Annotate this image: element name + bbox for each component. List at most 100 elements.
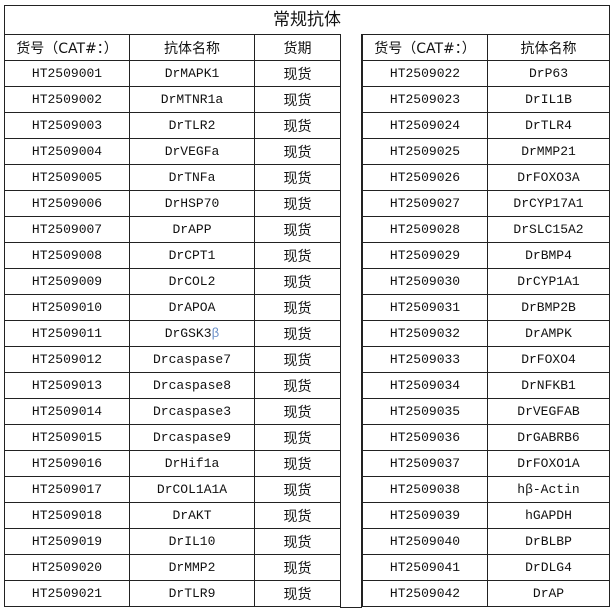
table-row: HT2509010 DrAPOA 现货 (4, 294, 341, 321)
table-row: HT2509020 DrMMP2 现货 (4, 554, 341, 581)
cell-delivery: 现货 (254, 580, 341, 607)
cell-name: DrBMP2B (487, 294, 610, 321)
cell-cat: HT2509024 (362, 112, 488, 139)
cell-name: DrSLC15A2 (487, 216, 610, 243)
cell-cat: HT2509018 (4, 502, 130, 529)
cell-delivery: 现货 (254, 60, 341, 87)
cell-name: DrAP (487, 580, 610, 607)
cell-delivery: 现货 (254, 320, 341, 347)
cell-delivery: 现货 (254, 502, 341, 529)
cell-name: DrIL10 (129, 528, 255, 555)
cell-delivery: 现货 (254, 164, 341, 191)
cell-name: DrGSK3β (129, 320, 255, 347)
cell-cat: HT2509038 (362, 476, 488, 503)
cell-name: DrHSP70 (129, 190, 255, 217)
table-row: HT2509012 Drcaspase7 现货 (4, 346, 341, 373)
cell-cat: HT2509027 (362, 190, 488, 217)
cell-cat: HT2509017 (4, 476, 130, 503)
cell-cat: HT2509001 (4, 60, 130, 87)
cell-name: DrTNFa (129, 164, 255, 191)
header-cat: 货号（CAT#：） (4, 34, 130, 61)
header-row: 货号（CAT#：） 抗体名称 (362, 34, 610, 61)
cell-name: DrTLR9 (129, 580, 255, 607)
cell-cat: HT2509002 (4, 86, 130, 113)
table-row: HT2509026 DrFOXO3A (362, 164, 610, 191)
table-row: HT2509025 DrMMP21 (362, 138, 610, 165)
cell-cat: HT2509036 (362, 424, 488, 451)
cell-name: DrMMP2 (129, 554, 255, 581)
cell-cat: HT2509007 (4, 216, 130, 243)
cell-name: DrIL1B (487, 86, 610, 113)
table-row: HT2509021 DrTLR9 现货 (4, 580, 341, 607)
header-name: 抗体名称 (487, 34, 610, 61)
cell-cat: HT2509014 (4, 398, 130, 425)
cell-delivery: 现货 (254, 372, 341, 399)
cell-delivery: 现货 (254, 424, 341, 451)
cell-cat: HT2509031 (362, 294, 488, 321)
antibody-table-left: 货号（CAT#：） 抗体名称 货期 HT2509001 DrMAPK1 现货 HT25… (4, 34, 341, 607)
cell-cat: HT2509019 (4, 528, 130, 555)
cell-cat: HT2509013 (4, 372, 130, 399)
header-row: 货号（CAT#：） 抗体名称 货期 (4, 34, 341, 61)
cell-name: Drcaspase8 (129, 372, 255, 399)
table-row: HT2509034 DrNFKB1 (362, 372, 610, 399)
cell-cat: HT2509015 (4, 424, 130, 451)
column-spacer (340, 34, 362, 608)
table-row: HT2509039 hGAPDH (362, 502, 610, 529)
cell-name: hβ-Actin (487, 476, 610, 503)
table-row: HT2509031 DrBMP2B (362, 294, 610, 321)
cell-cat: HT2509032 (362, 320, 488, 347)
table-row: HT2509036 DrGABRB6 (362, 424, 610, 451)
cell-delivery: 现货 (254, 268, 341, 295)
cell-delivery: 现货 (254, 450, 341, 477)
cell-name: Drcaspase3 (129, 398, 255, 425)
cell-name: DrBLBP (487, 528, 610, 555)
cell-name: DrDLG4 (487, 554, 610, 581)
cell-name: Drcaspase9 (129, 424, 255, 451)
cell-delivery: 现货 (254, 138, 341, 165)
cell-delivery: 现货 (254, 242, 341, 269)
cell-cat: HT2509030 (362, 268, 488, 295)
cell-delivery: 现货 (254, 476, 341, 503)
table-row: HT2509022 DrP63 (362, 60, 610, 87)
cell-cat: HT2509020 (4, 554, 130, 581)
cell-cat: HT2509037 (362, 450, 488, 477)
table-row: HT2509011 DrGSK3β 现货 (4, 320, 341, 347)
cell-cat: HT2509011 (4, 320, 130, 347)
table-title: 常规抗体 (4, 5, 610, 35)
table-row: HT2509038 hβ-Actin (362, 476, 610, 503)
cell-delivery: 现货 (254, 398, 341, 425)
cell-cat: HT2509029 (362, 242, 488, 269)
cell-name: Drcaspase7 (129, 346, 255, 373)
header-name: 抗体名称 (129, 34, 255, 61)
cell-name: DrCOL2 (129, 268, 255, 295)
cell-cat: HT2509009 (4, 268, 130, 295)
cell-name: DrFOXO3A (487, 164, 610, 191)
cell-delivery: 现货 (254, 528, 341, 555)
cell-cat: HT2509028 (362, 216, 488, 243)
cell-cat: HT2509039 (362, 502, 488, 529)
table-row: HT2509027 DrCYP17A1 (362, 190, 610, 217)
table-row: HT2509006 DrHSP70 现货 (4, 190, 341, 217)
cell-cat: HT2509010 (4, 294, 130, 321)
cell-delivery: 现货 (254, 112, 341, 139)
cell-name: DrAPP (129, 216, 255, 243)
table-row: HT2509009 DrCOL2 现货 (4, 268, 341, 295)
table-row: HT2509037 DrFOXO1A (362, 450, 610, 477)
cell-name: DrCOL1A1A (129, 476, 255, 503)
cell-cat: HT2509040 (362, 528, 488, 555)
table-row: HT2509040 DrBLBP (362, 528, 610, 555)
cell-name: DrVEGFAB (487, 398, 610, 425)
cell-delivery: 现货 (254, 216, 341, 243)
table-row: HT2509032 DrAMPK (362, 320, 610, 347)
cell-name: DrMAPK1 (129, 60, 255, 87)
cell-name: DrTLR4 (487, 112, 610, 139)
table-row: HT2509028 DrSLC15A2 (362, 216, 610, 243)
table-row: HT2509019 DrIL10 现货 (4, 528, 341, 555)
cell-name: DrTLR2 (129, 112, 255, 139)
table-row: HT2509015 Drcaspase9 现货 (4, 424, 341, 451)
cell-cat: HT2509041 (362, 554, 488, 581)
cell-name: DrVEGFa (129, 138, 255, 165)
table-row: HT2509024 DrTLR4 (362, 112, 610, 139)
cell-cat: HT2509034 (362, 372, 488, 399)
